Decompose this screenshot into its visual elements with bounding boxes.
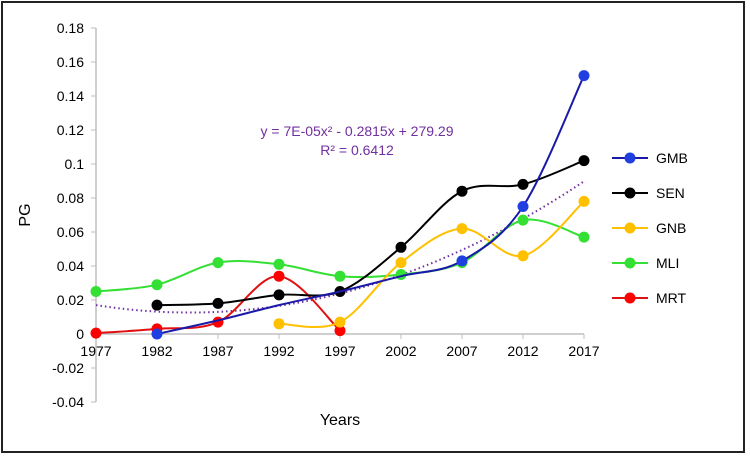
data-point-gnb bbox=[395, 257, 407, 269]
data-point-sen bbox=[212, 297, 224, 309]
y-tick-label: 0.14 bbox=[57, 88, 84, 104]
x-tick-label: 1982 bbox=[141, 343, 172, 359]
data-point-mrt bbox=[273, 270, 285, 282]
data-point-gnb bbox=[273, 318, 285, 330]
x-tick-label: 2017 bbox=[568, 343, 599, 359]
y-tick-label: 0 bbox=[76, 326, 84, 342]
series-mli bbox=[90, 214, 590, 297]
trendline-r-squared: R² = 0.6412 bbox=[320, 142, 394, 158]
y-tick-label: 0.16 bbox=[57, 54, 84, 70]
data-point-sen bbox=[395, 241, 407, 253]
data-point-gmb bbox=[456, 255, 468, 267]
data-point-sen bbox=[517, 178, 529, 190]
y-tick-label: 0.12 bbox=[57, 122, 84, 138]
data-point-mrt bbox=[334, 325, 346, 337]
legend-marker bbox=[624, 152, 636, 164]
data-point-mli bbox=[578, 231, 590, 243]
x-tick-label: 1992 bbox=[263, 343, 294, 359]
y-tick-label: -0.02 bbox=[52, 360, 84, 376]
x-axis-label: Years bbox=[320, 412, 360, 429]
legend-label: MRT bbox=[656, 290, 687, 306]
y-tick-label: 0.18 bbox=[57, 20, 84, 36]
data-point-gnb bbox=[334, 316, 346, 328]
x-tick-label: 2007 bbox=[446, 343, 477, 359]
series-sen bbox=[151, 155, 590, 311]
x-tick-label: 2002 bbox=[385, 343, 416, 359]
y-tick-label: -0.04 bbox=[52, 394, 84, 410]
data-point-sen bbox=[151, 299, 163, 311]
legend-label: MLI bbox=[656, 255, 679, 271]
chart-frame bbox=[1, 1, 745, 453]
data-point-mrt bbox=[90, 327, 102, 339]
legend-marker bbox=[624, 257, 636, 269]
legend-item-mrt: MRT bbox=[612, 290, 687, 306]
legend-marker bbox=[624, 292, 636, 304]
polynomial-trendline bbox=[95, 180, 585, 314]
data-point-gnb bbox=[517, 250, 529, 262]
x-tick-label: 1987 bbox=[202, 343, 233, 359]
legend-marker bbox=[624, 222, 636, 234]
series-gnb bbox=[273, 195, 590, 330]
trendline-equation: y = 7E-05x² - 0.2815x + 279.29 bbox=[260, 123, 453, 139]
data-point-mli bbox=[212, 257, 224, 269]
data-point-gmb bbox=[517, 201, 529, 212]
y-tick-label: 0.06 bbox=[57, 224, 84, 240]
x-tick-label: 1997 bbox=[324, 343, 355, 359]
x-tick-label: 2012 bbox=[507, 343, 538, 359]
data-point-gnb bbox=[578, 195, 590, 207]
x-tick-label: 1977 bbox=[80, 343, 111, 359]
legend-label: SEN bbox=[656, 185, 685, 201]
data-point-mli bbox=[273, 258, 285, 270]
data-point-mli bbox=[151, 279, 163, 291]
data-point-sen bbox=[456, 185, 468, 197]
legend: GMB SEN GNB MLI MRT bbox=[612, 150, 688, 306]
y-tick-label: 0.1 bbox=[65, 156, 85, 172]
y-axis-label: PG bbox=[17, 203, 34, 226]
data-point-gmb bbox=[578, 70, 590, 82]
series-gmb bbox=[151, 70, 590, 340]
legend-item-mli: MLI bbox=[612, 255, 679, 271]
legend-label: GNB bbox=[656, 220, 686, 236]
data-point-gnb bbox=[456, 223, 468, 235]
data-point-mli bbox=[517, 214, 529, 226]
y-tick-label: 0.08 bbox=[57, 190, 84, 206]
legend-marker bbox=[624, 187, 636, 199]
data-point-mli bbox=[334, 270, 346, 282]
legend-item-gmb: GMB bbox=[612, 150, 688, 166]
data-point-sen bbox=[273, 289, 285, 301]
data-point-sen bbox=[578, 155, 590, 167]
y-tick-label: 0.02 bbox=[57, 292, 84, 308]
legend-item-sen: SEN bbox=[612, 185, 685, 201]
data-point-gmb bbox=[151, 328, 163, 340]
data-point-mli bbox=[90, 286, 102, 297]
y-tick-label: 0.04 bbox=[57, 258, 84, 274]
series-line-gmb bbox=[156, 75, 585, 335]
legend-item-gnb: GNB bbox=[612, 220, 686, 236]
legend-label: GMB bbox=[656, 150, 688, 166]
